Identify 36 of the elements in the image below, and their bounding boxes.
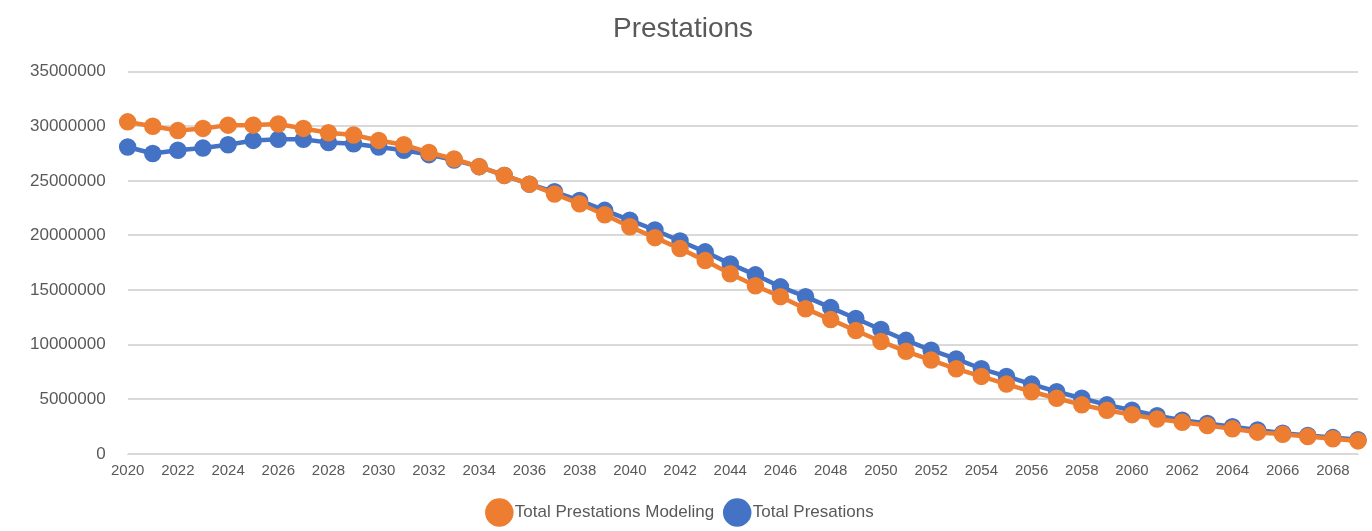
x-tick-label: 2050 [864, 461, 898, 479]
x-tick-label: 2036 [512, 461, 547, 479]
x-tick-label: 2048 [814, 461, 848, 479]
x-tick-label: 2032 [412, 461, 446, 479]
y-tick-label: 5000000 [39, 389, 106, 409]
x-tick-label: 2020 [110, 461, 145, 479]
x-tick-label: 2038 [562, 461, 597, 479]
y-tick-label: 15000000 [30, 279, 106, 299]
x-tick-label: 2030 [362, 461, 396, 479]
x-tick-label: 2046 [763, 461, 798, 479]
x-tick-label: 2068 [1316, 461, 1350, 479]
x-tick-label: 2044 [713, 461, 747, 479]
x-tick-label: 2066 [1265, 461, 1300, 479]
y-tick-label: 35000000 [30, 61, 106, 81]
y-tick-label: 25000000 [30, 170, 106, 190]
x-tick-label: 2034 [462, 461, 496, 479]
x-tick-label: 2060 [1115, 461, 1149, 479]
y-tick-label: 20000000 [30, 225, 106, 245]
y-tick-label: 10000000 [30, 334, 106, 354]
x-tick-label: 2052 [914, 461, 948, 479]
chart-title: Prestations [612, 11, 754, 43]
legend-label: Total Prestations Modeling [514, 502, 715, 522]
x-tick-label: 2024 [211, 461, 245, 479]
y-tick-label: 30000000 [30, 115, 106, 135]
x-tick-label: 2022 [161, 461, 195, 479]
x-tick-label: 2054 [964, 461, 999, 479]
x-tick-label: 2042 [663, 461, 697, 479]
x-tick-label: 2040 [613, 461, 647, 479]
y-tick-label: 0 [96, 443, 106, 463]
legend-label: Total Presations [752, 502, 874, 522]
x-tick-label: 2026 [261, 461, 295, 479]
x-tick-label: 2056 [1014, 461, 1049, 479]
x-tick-label: 2062 [1165, 461, 1199, 479]
x-tick-label: 2064 [1215, 461, 1250, 479]
x-tick-label: 2028 [311, 461, 346, 479]
x-tick-label: 2058 [1065, 461, 1099, 479]
